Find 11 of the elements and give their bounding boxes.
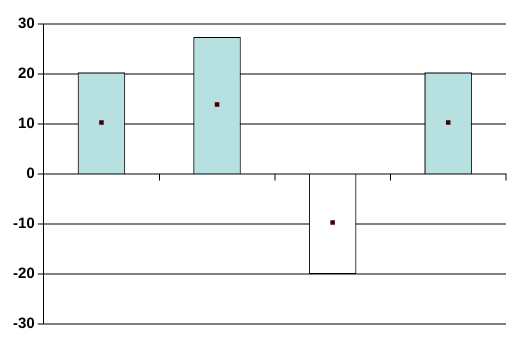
y-tick-label: 20: [18, 65, 35, 82]
y-tick-label: 10: [18, 115, 35, 132]
point: [214, 102, 220, 107]
y-tick-label: -30: [12, 315, 35, 332]
y-tick-label: 0: [26, 165, 35, 182]
point: [99, 120, 104, 125]
y-tick-label: -20: [12, 265, 35, 282]
y-tick-label: 30: [18, 15, 35, 32]
point: [330, 220, 335, 225]
y-tick-label: -10: [12, 215, 35, 232]
point: [446, 120, 450, 125]
